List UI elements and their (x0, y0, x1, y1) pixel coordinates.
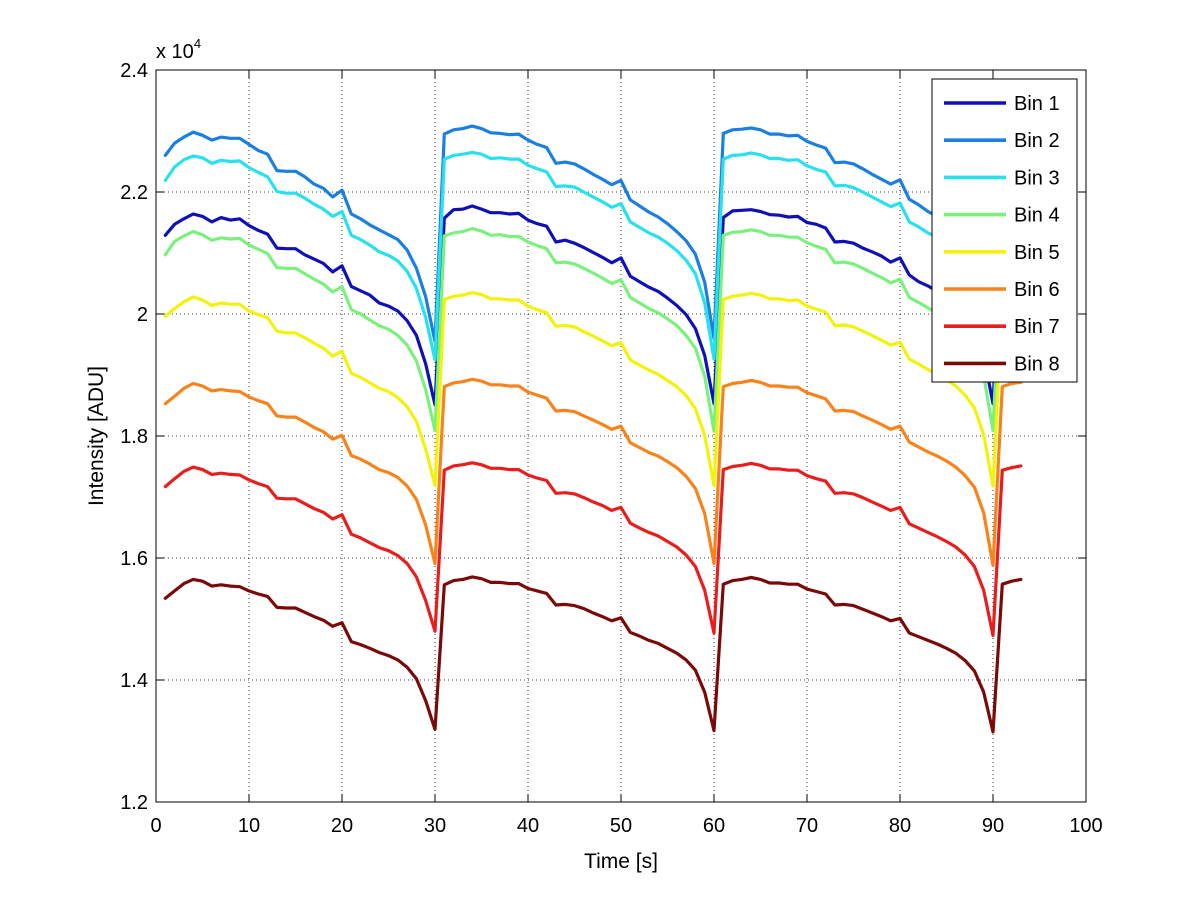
grid (156, 70, 1086, 802)
legend-label: Bin 7 (1014, 316, 1060, 338)
x-axis-label: Time [s] (584, 850, 658, 873)
y-tick-label: 1.6 (120, 548, 148, 570)
legend-item-bin-4: Bin 4 (944, 205, 1060, 227)
y-tick-label: 1.2 (120, 792, 148, 814)
legend-item-bin-8: Bin 8 (944, 353, 1060, 375)
plot-area: 0 10 20 30 40 50 60 70 80 90 100 1.2 1.4 1.6 1.8 2 2.2 2.… (120, 60, 1103, 837)
legend-item-bin-7: Bin 7 (944, 316, 1060, 338)
legend-box (931, 78, 1078, 383)
y-multiplier-base: x 10 (156, 41, 194, 63)
legend-label: Bin 1 (1014, 93, 1060, 115)
y-multiplier: x 104 (156, 36, 201, 63)
x-tick-label: 60 (703, 815, 725, 837)
legend-label: Bin 2 (1014, 130, 1060, 152)
legend-label: Bin 3 (1014, 167, 1060, 189)
legend-item-bin-6: Bin 6 (944, 279, 1060, 301)
series-line-bin-3 (163, 150, 1023, 362)
series-lines (163, 124, 1023, 734)
x-tick-label: 20 (331, 815, 353, 837)
x-tick-label: 100 (1069, 815, 1102, 837)
x-tick-label: 80 (889, 815, 911, 837)
y-tick-label: 1.4 (120, 670, 148, 692)
series-line-bin-2 (163, 124, 1023, 343)
legend-label: Bin 5 (1014, 242, 1060, 264)
axis-ticks: 0 10 20 30 40 50 60 70 80 90 100 1.2 1.4 1.6 1.8 2 2.2 2.… (120, 60, 1103, 837)
y-tick-label: 2 (137, 304, 148, 326)
x-tick-label: 70 (796, 815, 818, 837)
legend-item-bin-1: Bin 1 (944, 93, 1060, 115)
legend-item-bin-2: Bin 2 (944, 130, 1060, 152)
legend-label: Bin 8 (1014, 353, 1060, 375)
series-line-bin-1 (163, 204, 1023, 407)
legend-item-bin-5: Bin 5 (944, 242, 1060, 264)
series-line-bin-6 (163, 377, 1023, 567)
x-tick-label: 50 (610, 815, 632, 837)
x-tick-label: 40 (517, 815, 539, 837)
y-tick-label: 1.8 (120, 426, 148, 448)
x-tick-label: 0 (150, 815, 161, 837)
series-line-bin-4 (163, 227, 1023, 433)
legend-label: Bin 6 (1014, 279, 1060, 301)
legend-items: Bin 1 Bin 2 Bin 3 Bin 4 Bin 5 Bin 6 Bin 7 Bin 8 (944, 93, 1060, 375)
legend-item-bin-3: Bin 3 (944, 167, 1060, 189)
y-tick-label: 2.4 (120, 60, 148, 82)
series-line-bin-7 (163, 461, 1023, 638)
legend-label: Bin 4 (1014, 205, 1060, 227)
x-tick-label: 30 (424, 815, 446, 837)
y-axis-label: Intensity [ADU] (85, 366, 108, 506)
series-line-bin-5 (163, 291, 1023, 488)
x-tick-label: 90 (982, 815, 1004, 837)
series-line-bin-8 (163, 575, 1023, 734)
legend: Bin 1 Bin 2 Bin 3 Bin 4 Bin 5 Bin 6 Bin 7 Bin 8 (931, 78, 1078, 383)
y-tick-label: 2.2 (120, 182, 148, 204)
y-multiplier-exponent: 4 (194, 36, 201, 51)
x-tick-label: 10 (238, 815, 260, 837)
